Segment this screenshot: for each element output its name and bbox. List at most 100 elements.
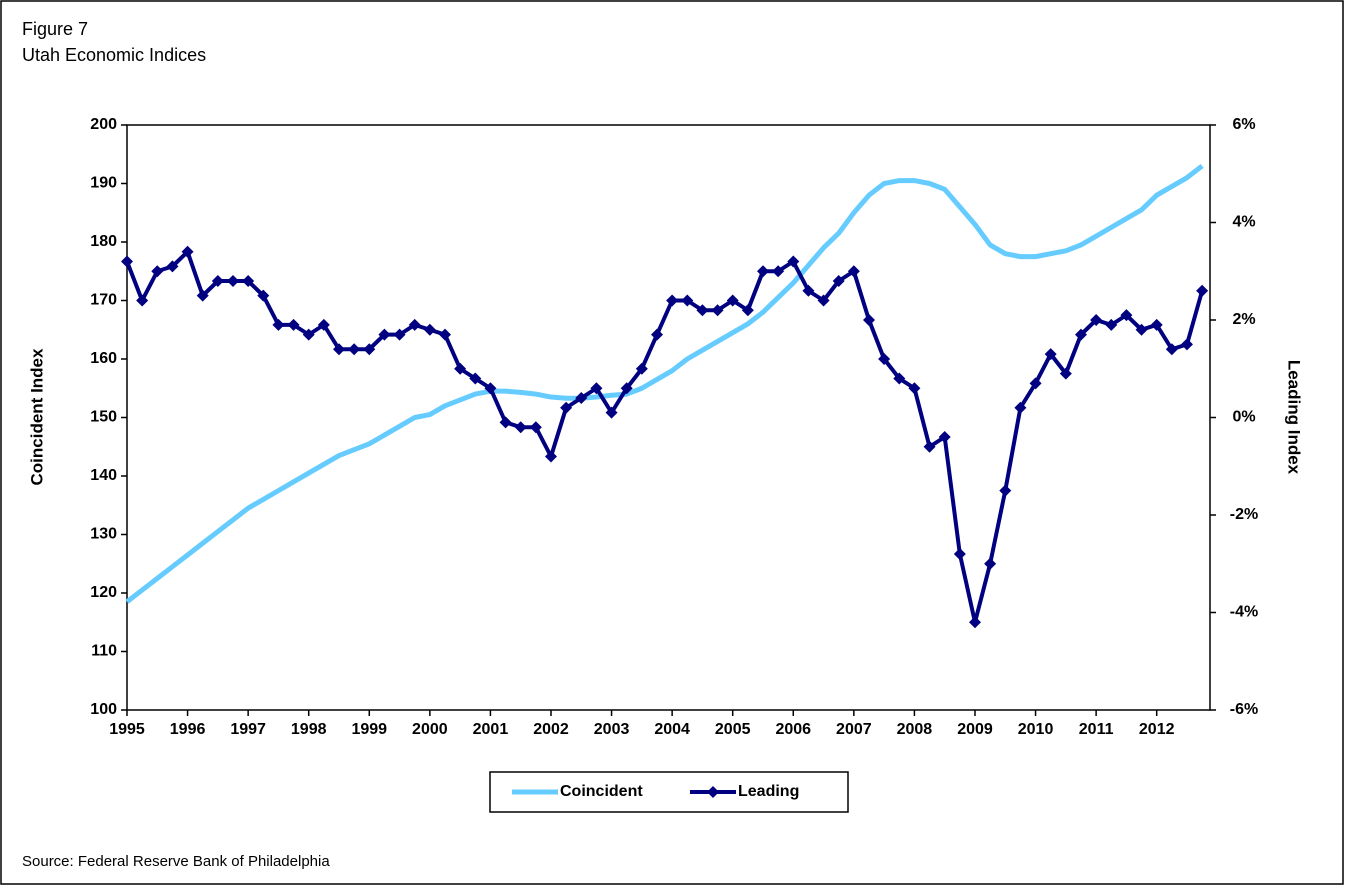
point-marker <box>908 382 921 395</box>
point-marker <box>862 314 875 326</box>
point-marker <box>847 265 860 278</box>
point-marker <box>560 401 573 414</box>
point-marker <box>514 421 527 434</box>
point-marker <box>1029 377 1042 390</box>
x-tick-label: 1999 <box>351 721 387 738</box>
point-marker <box>226 275 239 287</box>
point-marker <box>348 343 361 356</box>
point-marker <box>302 328 315 341</box>
point-marker <box>726 294 739 307</box>
y-tick-label: 200 <box>90 116 117 133</box>
y2-axis-title: Leading Index <box>1285 360 1304 475</box>
point-marker <box>696 304 709 317</box>
y2-tick-label: 2% <box>1232 311 1255 328</box>
point-marker <box>938 431 951 443</box>
x-tick-label: 2002 <box>533 721 569 738</box>
point-marker <box>408 318 421 331</box>
point-marker <box>878 353 891 365</box>
chart-subtitle: Utah Economic Indices <box>22 45 206 65</box>
point-marker <box>363 343 376 356</box>
x-tick-label: 2012 <box>1139 721 1175 738</box>
point-marker <box>802 284 815 297</box>
point-marker <box>136 294 149 307</box>
y-tick-label: 190 <box>90 175 117 192</box>
point-marker <box>1014 401 1027 414</box>
point-marker <box>666 294 679 307</box>
y2-tick-label: 4% <box>1232 214 1255 231</box>
y-tick-label: 110 <box>91 643 117 660</box>
y-tick-label: 130 <box>90 526 117 543</box>
y-tick-label: 150 <box>90 409 117 426</box>
point-marker <box>499 416 512 429</box>
x-tick-label: 2008 <box>897 721 933 738</box>
point-marker <box>211 275 224 287</box>
x-tick-label: 2000 <box>412 721 448 738</box>
point-marker <box>1150 318 1163 331</box>
point-marker <box>787 255 800 268</box>
x-tick-label: 1998 <box>291 721 327 738</box>
point-marker <box>393 328 406 341</box>
point-marker <box>181 245 194 258</box>
y2-tick-label: 0% <box>1232 409 1255 426</box>
point-marker <box>772 265 785 278</box>
x-tick-label: 2007 <box>836 721 872 738</box>
point-marker <box>817 294 830 307</box>
y-tick-label: 100 <box>90 701 117 718</box>
x-tick-label: 2006 <box>775 721 811 738</box>
x-tick-label: 2003 <box>594 721 630 738</box>
y-tick-label: 170 <box>90 292 117 309</box>
point-marker <box>923 440 936 453</box>
point-marker <box>756 265 769 278</box>
point-marker <box>1090 314 1103 326</box>
point-marker <box>1059 367 1072 380</box>
point-marker <box>121 255 133 268</box>
point-marker <box>332 343 345 356</box>
point-marker <box>287 318 300 331</box>
x-tick-label: 2011 <box>1079 721 1114 738</box>
x-tick-label: 1996 <box>170 721 206 738</box>
point-marker <box>1105 318 1118 331</box>
point-marker <box>484 382 497 395</box>
point-marker <box>1180 338 1193 351</box>
x-tick-label: 2005 <box>715 721 751 738</box>
point-marker <box>575 392 588 404</box>
point-marker <box>681 294 694 307</box>
point-marker <box>1120 309 1133 322</box>
point-marker <box>741 304 754 317</box>
point-marker <box>1044 348 1057 361</box>
point-marker <box>650 328 663 341</box>
y2-tick-label: -6% <box>1230 701 1258 718</box>
point-marker <box>1074 328 1087 341</box>
x-tick-label: 2009 <box>957 721 993 738</box>
y-tick-label: 120 <box>90 584 117 601</box>
y-axis-title: Coincident Index <box>27 348 46 486</box>
point-marker <box>590 382 603 395</box>
point-marker <box>469 372 482 385</box>
point-marker <box>832 275 845 287</box>
point-marker <box>242 275 255 287</box>
point-marker <box>166 260 179 273</box>
point-marker <box>605 406 618 419</box>
point-marker <box>196 289 209 302</box>
y2-tick-label: -2% <box>1230 506 1258 523</box>
point-marker <box>635 362 648 375</box>
point-marker <box>378 328 391 341</box>
point-marker <box>272 318 285 331</box>
point-marker <box>1135 323 1148 336</box>
y-tick-label: 180 <box>90 233 117 250</box>
x-tick-label: 1995 <box>109 721 145 738</box>
point-marker <box>544 450 557 463</box>
point-marker <box>999 484 1012 497</box>
y2-tick-label: 6% <box>1232 116 1255 133</box>
point-marker <box>953 548 966 560</box>
point-marker <box>317 318 330 331</box>
point-marker <box>423 323 436 336</box>
y2-tick-label: -4% <box>1230 604 1258 621</box>
legend-label: Coincident <box>560 783 643 800</box>
point-marker <box>454 362 467 375</box>
point-marker <box>529 421 542 434</box>
point-marker <box>257 289 270 302</box>
legend-label: Leading <box>738 783 799 800</box>
